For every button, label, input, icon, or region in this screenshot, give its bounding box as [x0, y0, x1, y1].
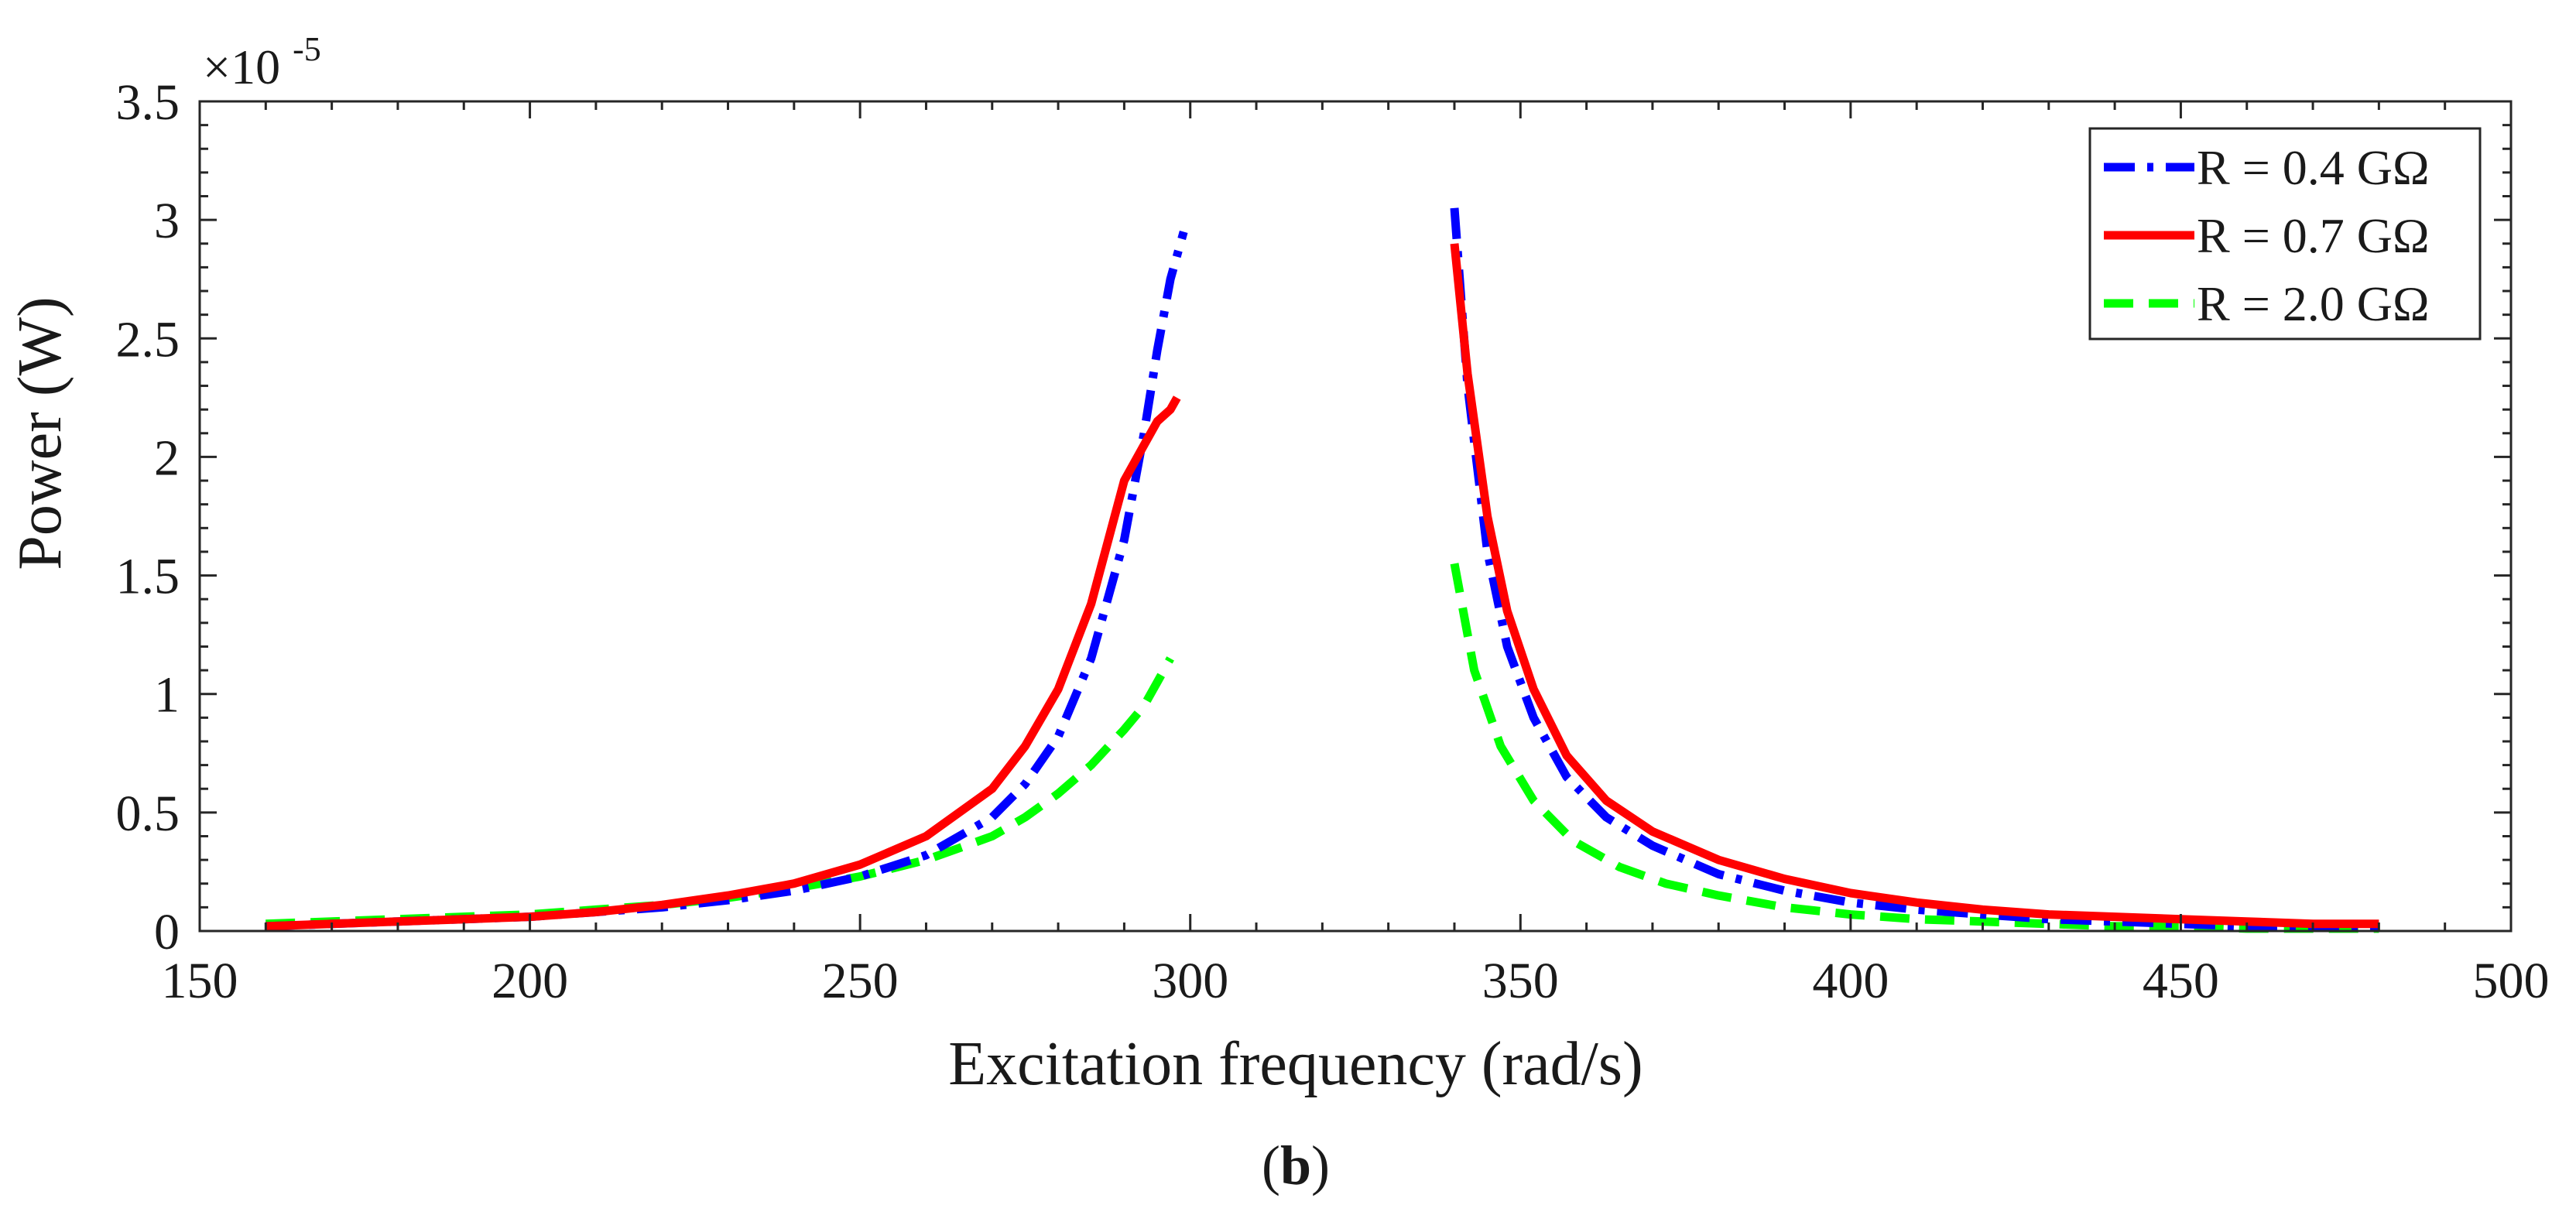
x-tick-label: 500 — [2473, 953, 2550, 1009]
x-tick-label: 150 — [162, 953, 238, 1009]
y-scale-multiplier: ×10 -5 — [203, 30, 321, 94]
series-line-0-segment-1 — [1450, 207, 2379, 931]
y-scale-exponent: -5 — [293, 30, 321, 68]
y-tick-label: 2.5 — [116, 311, 180, 368]
legend: R = 0.4 GΩ R = 0.7 GΩ R = 2.0 GΩ — [2088, 127, 2482, 341]
caption-open-paren: ( — [1262, 1135, 1280, 1196]
series-line-2-segment-0 — [265, 656, 1174, 929]
plot-lines — [265, 207, 2379, 933]
series-line-2-segment-1 — [1450, 563, 2379, 933]
y-axis-label: Power (W) — [6, 296, 74, 570]
caption-close-paren: ) — [1311, 1135, 1330, 1196]
y-tick-label: 2 — [154, 430, 180, 486]
x-tick-label: 350 — [1482, 953, 1559, 1009]
legend-entry-r04: R = 0.4 GΩ — [2104, 140, 2430, 195]
legend-label-r04: R = 0.4 GΩ — [2197, 140, 2430, 195]
legend-label-r07: R = 0.7 GΩ — [2197, 208, 2430, 263]
figure-caption: (b) — [1262, 1135, 1330, 1196]
legend-entry-r20: R = 2.0 GΩ — [2104, 276, 2430, 331]
x-axis-label: Excitation frequency (rad/s) — [948, 1030, 1643, 1098]
legend-entry-r07: R = 0.7 GΩ — [2104, 208, 2430, 263]
y-tick-label: 3 — [154, 193, 180, 249]
y-tick-label: 0.5 — [116, 786, 180, 842]
y-tick-label: 3.5 — [116, 74, 180, 131]
series-line-1-segment-0 — [265, 395, 1181, 931]
x-tick-label: 200 — [492, 953, 568, 1009]
y-scale-base: ×10 — [203, 39, 280, 94]
y-tick-label: 1.5 — [116, 549, 180, 605]
series-line-1-segment-1 — [1450, 243, 2379, 929]
x-tick-label: 400 — [1812, 953, 1889, 1009]
x-tick-label: 450 — [2143, 953, 2219, 1009]
series-line-0-segment-0 — [265, 231, 1188, 931]
y-tick-label: 1 — [154, 667, 180, 724]
axis-tick-labels: 150 200 250 300 350 400 450 500 0 0.5 1 1.5 2 2.5 3 3.5 — [116, 74, 2550, 1009]
plot-frame — [198, 100, 2513, 933]
axis-ticks — [198, 100, 2513, 933]
x-tick-label: 250 — [822, 953, 899, 1009]
caption-letter: b — [1280, 1135, 1311, 1196]
x-tick-label: 300 — [1152, 953, 1228, 1009]
y-tick-label: 0 — [154, 904, 180, 960]
legend-label-r20: R = 2.0 GΩ — [2197, 276, 2430, 331]
